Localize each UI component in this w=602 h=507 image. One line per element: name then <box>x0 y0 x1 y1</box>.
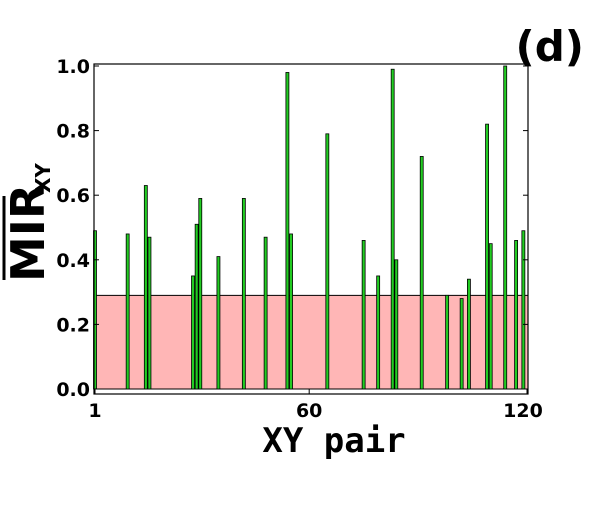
y-axis-label-subscript: XY <box>31 163 55 193</box>
bar <box>143 185 148 390</box>
bar <box>488 243 493 390</box>
bar <box>459 298 464 390</box>
y-tick-label: 0.6 <box>56 185 90 207</box>
y-axis-label-main: MIR <box>1 184 55 282</box>
y-tick-label: 0.2 <box>56 314 90 336</box>
bar <box>445 294 450 390</box>
bar <box>147 236 152 390</box>
y-tick-label: 0.8 <box>56 121 90 143</box>
bar <box>241 198 246 390</box>
bar <box>263 236 268 390</box>
ticks-layer: 0.0 0.2 0.4 0.6 0.8 1.0 1 60 120 <box>56 56 543 422</box>
y-axis-label: MIR XY <box>1 163 55 282</box>
bar <box>289 233 293 390</box>
bar <box>467 278 471 390</box>
bars-layer <box>93 65 526 390</box>
bar <box>394 259 399 390</box>
bar <box>191 275 195 390</box>
bar <box>361 240 366 390</box>
x-tick-label: 60 <box>296 400 322 422</box>
threshold-band <box>94 295 528 389</box>
y-tick-label: 0.4 <box>56 250 90 272</box>
bar <box>376 275 381 390</box>
threshold-layer <box>94 294 528 390</box>
plot-frame <box>93 63 529 395</box>
bar <box>521 230 526 390</box>
x-tick-label: 1 <box>88 400 101 422</box>
bar <box>285 72 290 390</box>
bar <box>514 240 519 390</box>
bar <box>419 156 424 390</box>
bar <box>216 256 221 390</box>
bar <box>125 233 130 390</box>
bar <box>503 65 508 390</box>
bar <box>194 223 199 390</box>
bar <box>325 133 330 390</box>
x-axis-label: XY pair <box>262 421 405 461</box>
bar <box>485 123 489 390</box>
bar <box>198 198 203 390</box>
y-tick-label: 0.0 <box>56 379 90 401</box>
y-tick-label: 1.0 <box>56 56 90 78</box>
bar <box>390 68 395 390</box>
panel-label: (d) <box>516 22 584 71</box>
x-tick-label: 120 <box>503 400 543 422</box>
